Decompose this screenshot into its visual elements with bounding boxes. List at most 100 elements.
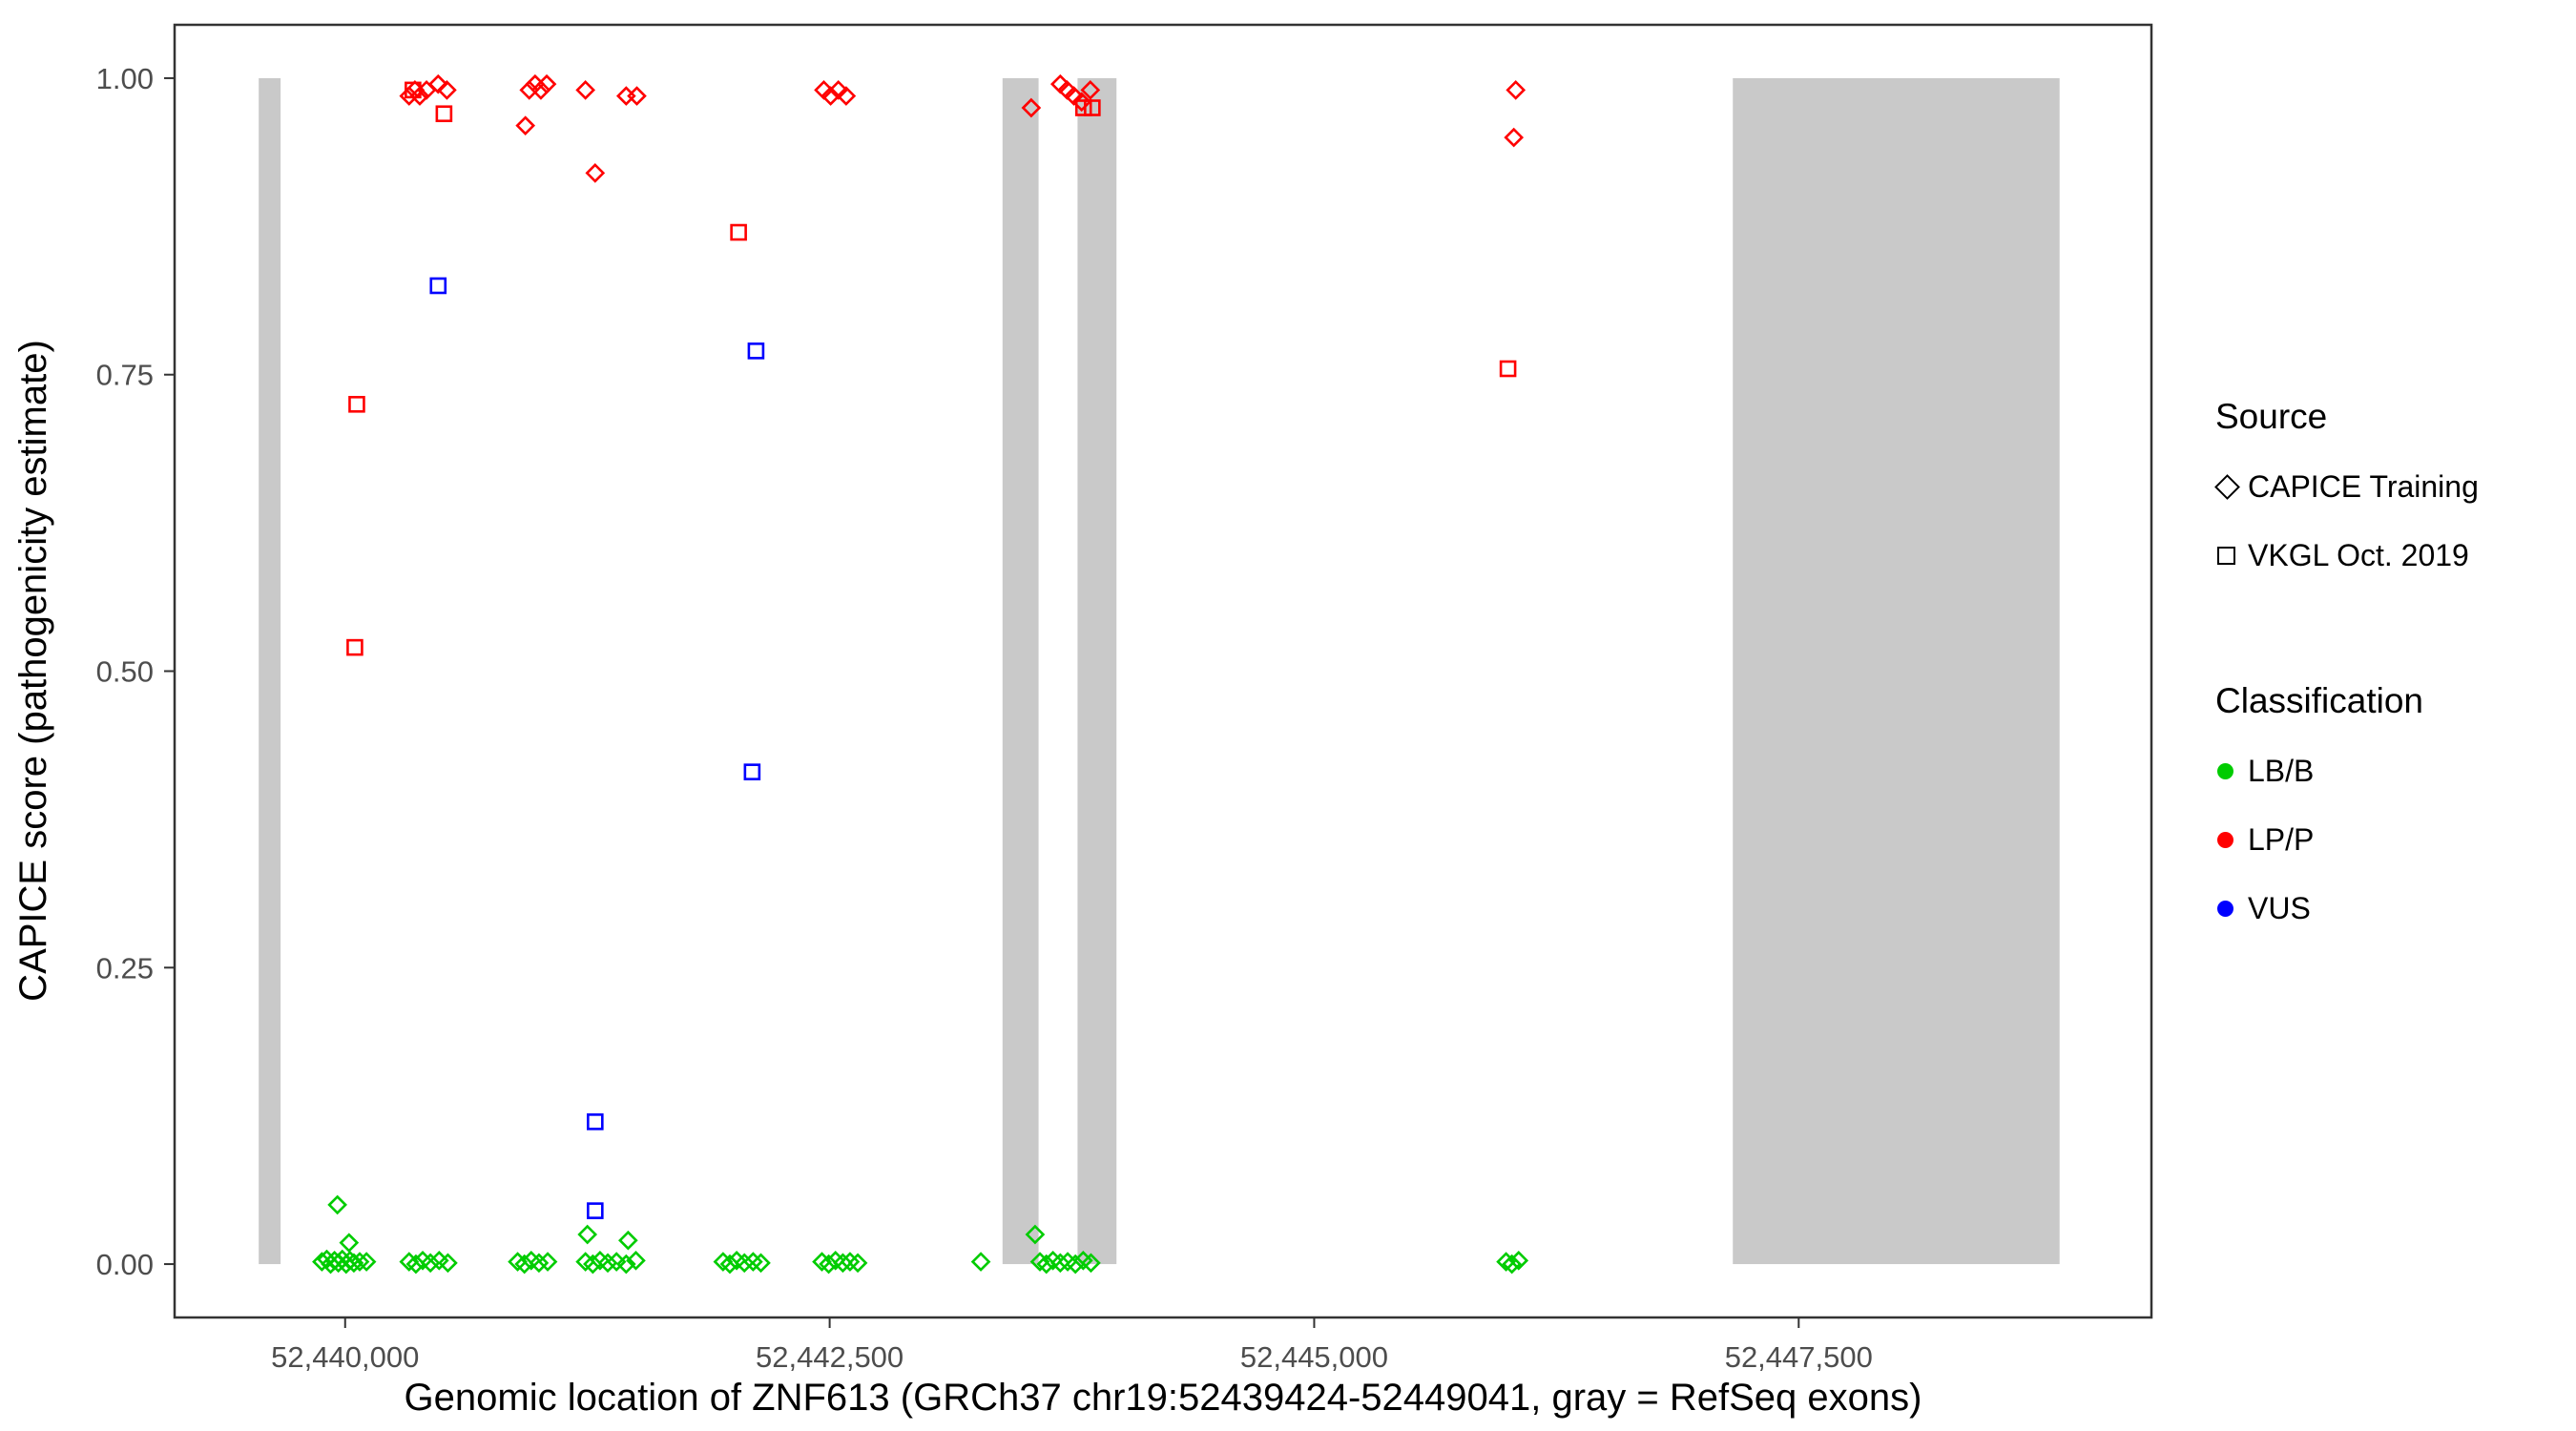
- data-point-diamond: [1025, 1224, 1046, 1245]
- x-axis: 52,440,000 52,442,500 52,445,000 52,447,500: [271, 1317, 1873, 1374]
- data-point-square: [1084, 99, 1101, 116]
- data-point-diamond: [515, 115, 536, 136]
- legend-source-items: CAPICE Training VKGL Oct. 2019: [2214, 452, 2568, 590]
- y-tick-label: 0.75: [96, 359, 154, 392]
- data-point-diamond: [819, 1254, 839, 1275]
- y-tick-label: 0.25: [96, 951, 154, 985]
- data-point-diamond: [537, 1252, 558, 1272]
- exon-bands: [259, 77, 2060, 1265]
- data-points: [312, 73, 1529, 1275]
- color-dot-icon: [2217, 900, 2233, 917]
- legend-item-label: CAPICE Training: [2248, 468, 2479, 504]
- data-point-diamond: [1080, 80, 1101, 100]
- data-point-diamond: [618, 1230, 638, 1251]
- data-point-diamond: [626, 1250, 646, 1271]
- exon-band: [259, 77, 281, 1265]
- data-point-diamond: [327, 1194, 347, 1215]
- legend-key: [2215, 831, 2248, 848]
- data-point-diamond: [1081, 1253, 1101, 1274]
- data-point-diamond: [597, 1253, 618, 1274]
- data-point-diamond: [339, 1233, 360, 1254]
- data-point-diamond: [349, 1252, 370, 1272]
- data-point-diamond: [525, 73, 546, 94]
- legend-item: LB/B: [2215, 736, 2568, 805]
- data-point-diamond: [828, 80, 849, 100]
- data-point-diamond: [1065, 1254, 1086, 1275]
- exon-band: [1077, 77, 1117, 1265]
- legend-item-label: LB/B: [2248, 753, 2315, 788]
- data-point-square: [1074, 99, 1092, 116]
- data-point-diamond: [836, 86, 857, 106]
- data-point-diamond: [356, 1252, 377, 1272]
- data-point-diamond: [405, 1254, 426, 1275]
- legend-key: [2215, 546, 2248, 565]
- data-point-square: [1499, 360, 1517, 378]
- data-point-diamond: [627, 86, 647, 106]
- data-point-diamond: [585, 163, 606, 183]
- data-point-square: [747, 342, 765, 360]
- legend-source-title: Source: [2215, 397, 2328, 436]
- data-point-diamond: [734, 1253, 755, 1274]
- y-tick-label: 1.00: [96, 62, 154, 95]
- data-point-square: [348, 395, 365, 413]
- diamond-icon: [2214, 473, 2240, 500]
- data-point-diamond: [427, 73, 448, 94]
- y-axis: 0.00 0.25 0.50 0.75 1.00: [96, 62, 175, 1281]
- data-point-diamond: [751, 1253, 771, 1274]
- data-point-diamond: [536, 73, 557, 94]
- exon-band: [1733, 77, 2060, 1265]
- data-point-diamond: [1504, 127, 1525, 148]
- data-point-diamond: [428, 1250, 449, 1271]
- data-point-diamond: [1508, 1250, 1529, 1271]
- data-point-diamond: [530, 80, 551, 100]
- data-point-diamond: [970, 1252, 991, 1272]
- x-tick-label: 52,440,000: [271, 1340, 419, 1374]
- data-point-diamond: [1064, 86, 1084, 106]
- data-point-square: [743, 763, 761, 780]
- data-point-diamond: [840, 1252, 861, 1272]
- legend-classification-items: LB/B LP/P VUS: [2215, 736, 2568, 943]
- data-point-diamond: [743, 1252, 763, 1272]
- data-point-square: [429, 277, 447, 295]
- data-point-diamond: [821, 86, 841, 106]
- legend-key: [2215, 762, 2248, 779]
- y-axis-title: CAPICE score (pathogenicity estimate): [12, 340, 54, 1002]
- x-axis-title: Genomic location of ZNF613 (GRCh37 chr19…: [405, 1377, 1922, 1419]
- legend-key: [2214, 473, 2248, 500]
- data-point-square: [405, 81, 422, 99]
- legend-item-label: VKGL Oct. 2019: [2248, 537, 2469, 572]
- data-point-diamond: [833, 1253, 853, 1274]
- data-point-diamond: [577, 1224, 598, 1245]
- data-point-square: [730, 223, 747, 241]
- data-point-diamond: [615, 86, 636, 106]
- data-point-square: [587, 1202, 604, 1219]
- legend-item-label: LP/P: [2248, 821, 2315, 857]
- color-dot-icon: [2217, 831, 2233, 848]
- y-tick-label: 0.50: [96, 655, 154, 689]
- legend: Source CAPICE Training VKGL Oct. 2019 Cla…: [2214, 382, 2568, 943]
- legend-item: VKGL Oct. 2019: [2215, 521, 2568, 590]
- y-tick-label: 0.00: [96, 1248, 154, 1281]
- x-tick-label: 52,442,500: [756, 1340, 904, 1374]
- data-point-diamond: [615, 1254, 636, 1275]
- legend-item: CAPICE Training: [2214, 452, 2568, 521]
- data-point-diamond: [529, 1253, 550, 1274]
- x-tick-label: 52,445,000: [1240, 1340, 1388, 1374]
- data-point-diamond: [1036, 1254, 1057, 1275]
- data-point-diamond: [719, 1254, 740, 1275]
- data-point-diamond: [1021, 97, 1042, 118]
- data-point-diamond: [514, 1254, 535, 1275]
- data-point-diamond: [409, 86, 430, 106]
- x-tick-label: 52,447,500: [1725, 1340, 1873, 1374]
- legend-key: [2215, 900, 2248, 917]
- legend-item-label: VUS: [2248, 890, 2311, 925]
- data-point-diamond: [847, 1253, 868, 1274]
- data-point-diamond: [575, 80, 595, 100]
- data-point-diamond: [1502, 1254, 1522, 1275]
- data-point-square: [435, 105, 453, 123]
- data-point-diamond: [438, 1253, 458, 1274]
- data-point-diamond: [1506, 80, 1527, 100]
- data-point-diamond: [1050, 1253, 1070, 1274]
